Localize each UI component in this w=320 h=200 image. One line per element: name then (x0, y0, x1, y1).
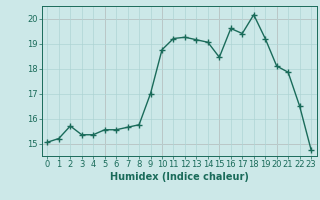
X-axis label: Humidex (Indice chaleur): Humidex (Indice chaleur) (110, 172, 249, 182)
